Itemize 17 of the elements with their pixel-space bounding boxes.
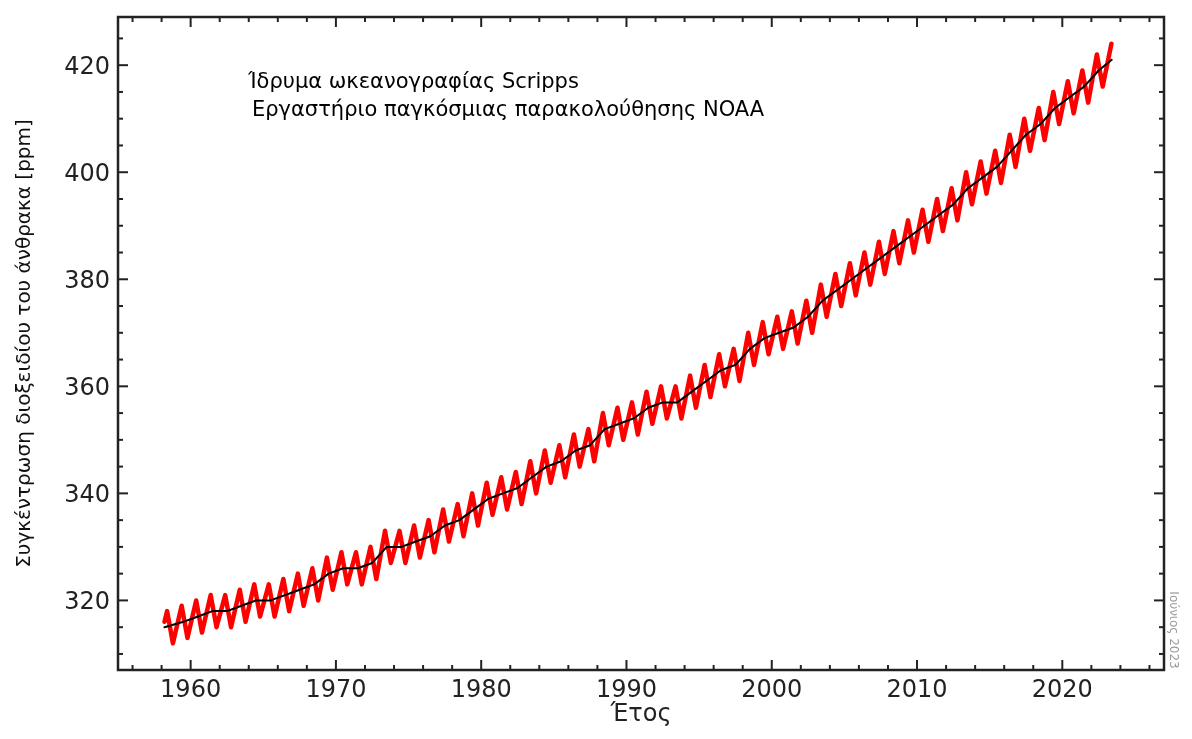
annotation: Εργαστήριο παγκόσμιας παρακολούθησης NOAA [252, 97, 765, 121]
y-tick-label: 360 [64, 372, 110, 401]
x-tick-label: 1970 [305, 675, 367, 703]
x-tick-label: 2010 [886, 675, 948, 703]
x-axis-title: Έτος [609, 699, 672, 727]
annotation: Ίδρυμα ωκεανογραφίας Scripps [247, 69, 579, 93]
y-tick-label: 320 [64, 586, 110, 615]
x-tick-label: 2020 [1031, 675, 1093, 703]
x-tick-label: 1980 [450, 675, 512, 703]
y-tick-label: 380 [64, 265, 110, 294]
y-tick-label: 420 [64, 51, 110, 80]
x-tick-label: 1960 [160, 675, 222, 703]
y-axis-title: Συγκέντρωση διοξειδίου του άνθρακα [ppm] [11, 119, 35, 568]
x-tick-label: 2000 [741, 675, 803, 703]
y-tick-label: 400 [64, 158, 110, 187]
y-tick-label: 340 [64, 479, 110, 508]
text: Ιούνιος 2023 [1167, 591, 1181, 669]
